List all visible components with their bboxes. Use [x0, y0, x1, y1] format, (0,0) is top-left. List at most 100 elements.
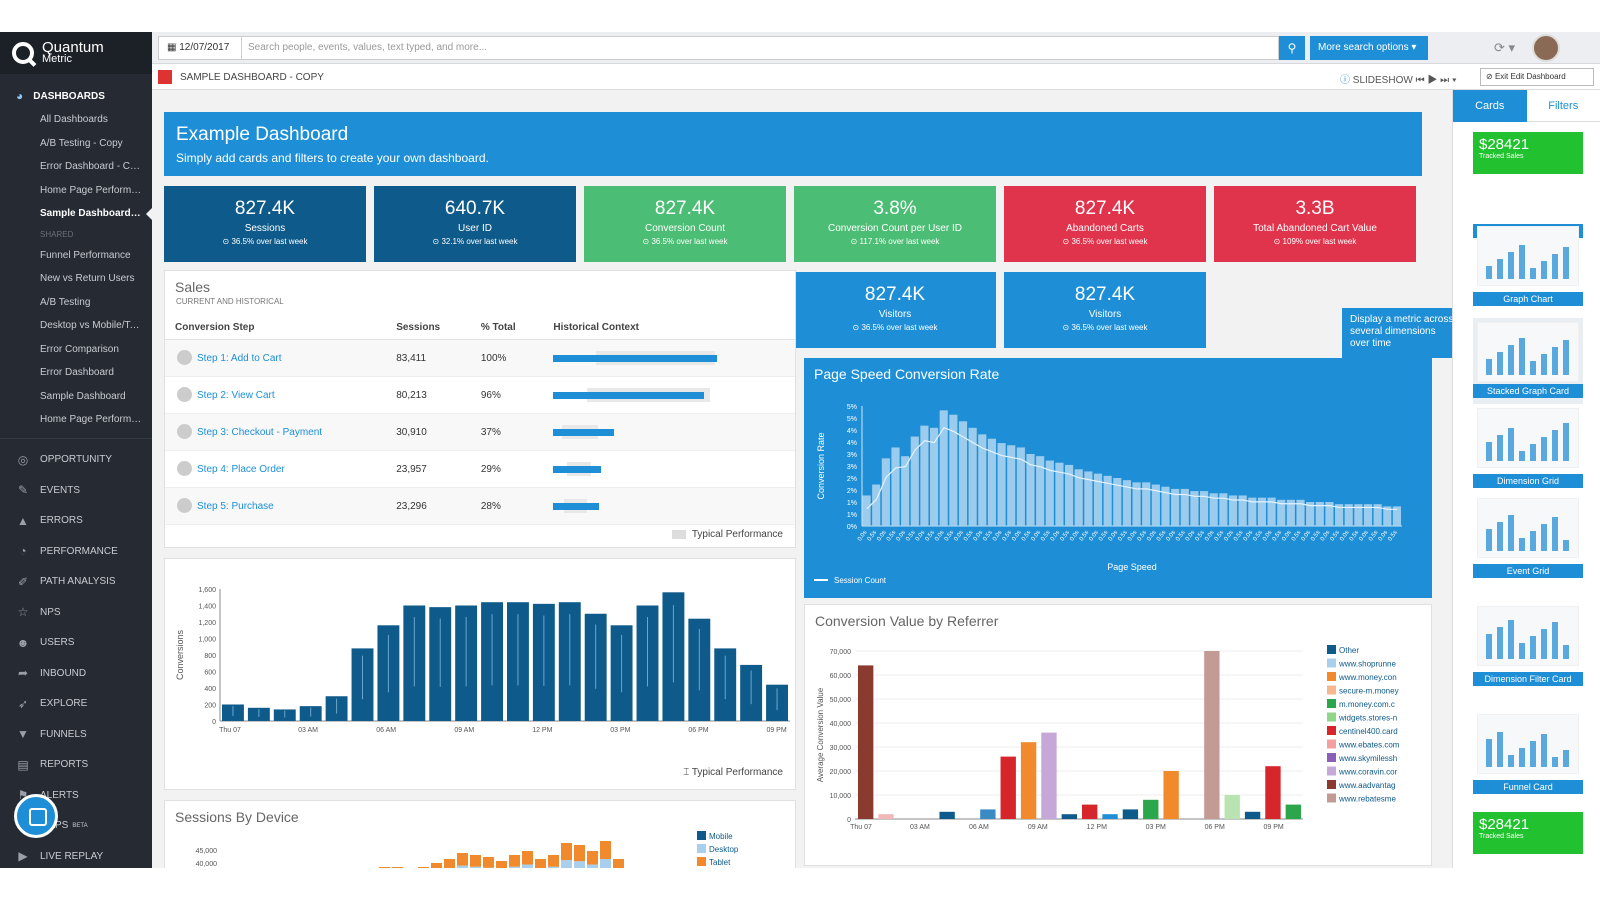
device-bar[interactable]: [496, 861, 507, 868]
refresh-icon[interactable]: ⟳ ▾: [1494, 40, 1516, 55]
metric-card[interactable]: 3.8% Conversion Count per User ID ⊙ 117.1%…: [794, 186, 996, 262]
sidebar-item-path-analysis[interactable]: ✐ PATH ANALYSIS: [0, 567, 152, 598]
device-bar[interactable]: [522, 864, 533, 869]
sidebar-item-funnels[interactable]: ▼ FUNNELS: [0, 719, 152, 750]
sidebar-shared-item[interactable]: New vs Return Users: [40, 273, 135, 284]
page-speed-bar[interactable]: [1228, 495, 1238, 526]
referrer-bar[interactable]: [1143, 799, 1159, 819]
card-tile-dimension-filter-card[interactable]: Dimension Filter Card: [1473, 602, 1583, 688]
step-link[interactable]: Step 3: Checkout - Payment: [197, 426, 323, 438]
page-speed-bar[interactable]: [1354, 504, 1363, 526]
rewind-icon[interactable]: ⏮: [1415, 75, 1425, 86]
sidebar-shared-item[interactable]: Error Dashboard: [40, 367, 114, 378]
page-speed-bar[interactable]: [910, 436, 919, 526]
page-speed-bar[interactable]: [1122, 480, 1131, 526]
column-header[interactable]: Conversion Step: [165, 314, 387, 340]
device-bar[interactable]: [535, 859, 546, 868]
sidebar-shared-item[interactable]: Error Comparison: [40, 343, 119, 355]
device-bar[interactable]: [470, 855, 481, 867]
sidebar-item-performance[interactable]: ◔ PERFORMANCE: [0, 536, 152, 567]
date-picker[interactable]: ▦ 12/07/2017: [158, 36, 242, 60]
metric-card[interactable]: 827.4K Conversion Count ⊙ 36.5% over last …: [584, 186, 786, 262]
page-speed-bar[interactable]: [1373, 504, 1382, 526]
card-tile-dimension-grid[interactable]: Dimension Grid: [1473, 404, 1583, 490]
page-speed-bar[interactable]: [1074, 469, 1083, 526]
page-speed-bar[interactable]: [1219, 493, 1228, 526]
card-tile-event-grid[interactable]: Event Grid: [1473, 494, 1583, 580]
page-speed-bar[interactable]: [1363, 504, 1373, 526]
referrer-bar[interactable]: [1204, 651, 1220, 819]
page-speed-bar[interactable]: [997, 443, 1006, 526]
device-bar[interactable]: [379, 867, 390, 868]
search-input[interactable]: Search people, events, values, text type…: [242, 36, 1279, 60]
device-bar[interactable]: [509, 866, 520, 868]
page-speed-bar[interactable]: [1392, 506, 1401, 526]
referrer-bar[interactable]: [980, 809, 996, 819]
referrer-bar[interactable]: [939, 811, 955, 819]
page-speed-bar[interactable]: [1171, 488, 1180, 526]
sidebar-item-inbound[interactable]: ➦ INBOUND: [0, 658, 152, 689]
device-bar[interactable]: [548, 855, 559, 867]
referrer-bar[interactable]: [1285, 804, 1301, 819]
sidebar-item-opportunity[interactable]: ◎ OPPORTUNITY: [0, 445, 152, 476]
dropdown-icon[interactable]: ▾: [1451, 75, 1457, 86]
referrer-bar[interactable]: [1020, 742, 1037, 819]
device-bar[interactable]: [418, 867, 429, 868]
referrer-bar[interactable]: [1061, 814, 1077, 819]
sidebar-dashboard-item[interactable]: Error Dashboard - Copy: [40, 161, 147, 172]
sidebar-shared-item[interactable]: A/B Testing: [40, 296, 91, 308]
metric-card[interactable]: 827.4K Sessions ⊙ 36.5% over last week: [164, 186, 366, 262]
page-speed-bar[interactable]: [1286, 499, 1295, 526]
page-speed-bar[interactable]: [920, 425, 929, 526]
slideshow-controls[interactable]: ⓘ SLIDESHOW ⏮ ▶ ⏭ ▾: [1340, 71, 1457, 86]
referrer-bar[interactable]: [1102, 814, 1118, 819]
referrer-bar[interactable]: [1082, 804, 1098, 819]
tab-cards[interactable]: Cards: [1453, 90, 1527, 122]
referrer-bar[interactable]: [1244, 811, 1261, 819]
sidebar-item-alerts[interactable]: ⚑ ALERTS: [0, 780, 152, 811]
page-speed-bar[interactable]: [1315, 502, 1324, 526]
page-speed-bar[interactable]: [1383, 506, 1392, 526]
metric-card[interactable]: 3.3B Total Abandoned Cart Value ⊙ 109% ove…: [1214, 186, 1416, 262]
page-speed-bar[interactable]: [939, 410, 948, 526]
page-speed-bar[interactable]: [987, 438, 996, 526]
search-button[interactable]: ⚲: [1279, 36, 1305, 60]
page-speed-bar[interactable]: [930, 427, 939, 526]
page-speed-bar[interactable]: [1257, 497, 1266, 526]
device-bar[interactable]: [600, 841, 611, 859]
sidebar-item-events[interactable]: ✎ EVENTS: [0, 475, 152, 506]
sidebar-shared-item[interactable]: Home Page Performa...: [40, 414, 146, 425]
device-bar[interactable]: [392, 867, 403, 868]
page-speed-bar[interactable]: [1045, 460, 1054, 526]
page-speed-bar[interactable]: [1296, 499, 1305, 526]
chat-launcher-button[interactable]: [14, 794, 58, 838]
visitors-metric-card[interactable]: 827.4K Visitors ⊙ 36.5% over last week: [1004, 272, 1206, 348]
page-speed-bar[interactable]: [949, 414, 958, 526]
sidebar-dashboard-item[interactable]: Sample Dashboard - ...: [0, 202, 152, 226]
referrer-bar[interactable]: [1224, 795, 1240, 819]
card-tile-funnel-card[interactable]: Funnel Card: [1473, 710, 1583, 796]
sidebar-item-reports[interactable]: ▤ REPORTS: [0, 750, 152, 781]
device-bar[interactable]: [613, 859, 624, 868]
page-speed-bar[interactable]: [1026, 454, 1035, 526]
sidebar-item-explore[interactable]: ➶ EXPLORE: [0, 689, 152, 720]
play-icon[interactable]: ▶: [1427, 75, 1438, 86]
page-speed-bar[interactable]: [1248, 497, 1257, 526]
page-speed-bar[interactable]: [1180, 488, 1189, 526]
device-bar[interactable]: [483, 857, 494, 868]
page-speed-bar[interactable]: [1103, 475, 1112, 526]
page-speed-bar[interactable]: [1093, 473, 1103, 526]
device-bar[interactable]: [548, 866, 559, 868]
sidebar-shared-item[interactable]: Sample Dashboard: [40, 390, 126, 402]
referrer-bar[interactable]: [1122, 809, 1139, 819]
page-speed-bar[interactable]: [1065, 464, 1074, 526]
visitors-metric-card[interactable]: 827.4K Visitors ⊙ 36.5% over last week: [794, 272, 996, 348]
metric-card-preview-2[interactable]: $28421 Tracked Sales: [1473, 812, 1583, 854]
sidebar-item-live-replay[interactable]: ▶ LIVE REPLAY: [0, 841, 152, 868]
page-speed-bar[interactable]: [872, 484, 881, 526]
device-bar[interactable]: [444, 859, 455, 868]
column-header[interactable]: Sessions: [386, 314, 471, 340]
page-speed-bar[interactable]: [1142, 482, 1151, 526]
device-bar[interactable]: [600, 859, 611, 868]
step-link[interactable]: Step 4: Place Order: [197, 463, 285, 475]
